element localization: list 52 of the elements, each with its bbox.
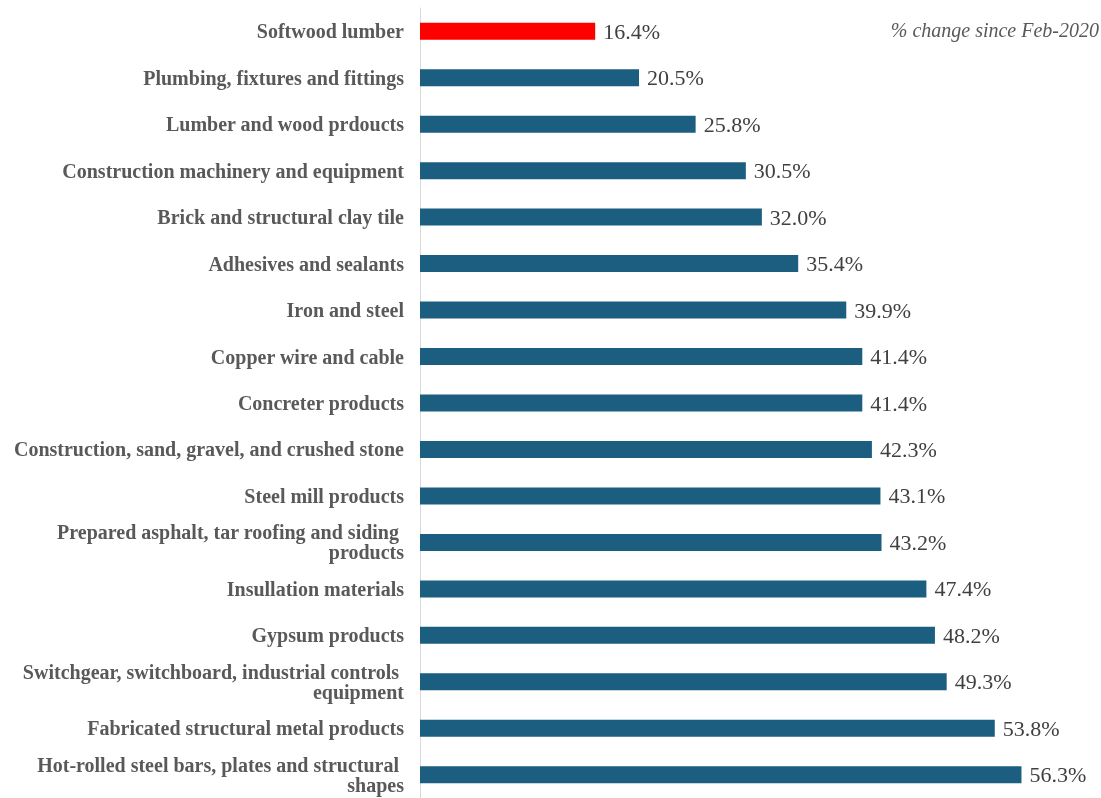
y-tick-label: Fabricated structural metal products (87, 717, 405, 741)
bar (420, 162, 746, 180)
bar (420, 673, 947, 691)
bar (420, 719, 995, 737)
y-tick-label: Adhesives and sealants (208, 252, 405, 275)
bar (420, 533, 882, 551)
y-tick-label: Construction, sand, gravel, and crushed stone (13, 438, 405, 462)
bar (420, 69, 640, 87)
y-tick-label: Lumber and wood prdoucts (165, 113, 405, 137)
y-tick-label: Iron and steel (286, 299, 405, 322)
data-label: 43.2% (889, 529, 947, 555)
bar (420, 348, 863, 366)
bar (420, 301, 847, 319)
y-tick-label: Insullation materials (226, 577, 405, 600)
data-label: 41.4% (870, 390, 928, 416)
bar (420, 115, 696, 133)
bar (420, 255, 799, 273)
data-label: 42.3% (879, 436, 937, 462)
bar (420, 208, 762, 226)
y-tick-label: Softwood lumber (256, 20, 405, 43)
y-tick-label: Plumbing, fixtures and fittings (143, 66, 405, 90)
bar (420, 766, 1022, 784)
data-label: 39.9% (854, 297, 912, 323)
data-label: 48.2% (942, 622, 1000, 648)
bar (420, 394, 863, 412)
data-label: 16.4% (603, 18, 661, 44)
bar (420, 487, 881, 505)
data-label: 30.5% (753, 158, 811, 184)
data-label: 49.3% (954, 669, 1012, 695)
data-label: 43.1% (888, 483, 946, 509)
data-label: 20.5% (647, 65, 704, 91)
bar (420, 22, 596, 40)
bar (420, 440, 872, 458)
y-tick-label: Prepared asphalt, tar roofing and siding products (57, 521, 405, 565)
y-tick-label: Gypsum products (251, 624, 405, 648)
y-tick-label: Hot-rolled steel bars, plates and structural shapes (37, 753, 405, 797)
y-tick-label: Switchgear, switchboard, industrial controls equipment (22, 660, 405, 704)
text: % change since Feb-2020 (890, 19, 1099, 42)
data-label: 32.0% (769, 204, 827, 230)
y-tick-label: Construction machinery and equipment (62, 159, 405, 183)
bar (420, 580, 927, 598)
y-tick-label: Steel mill products (244, 484, 405, 508)
bar (420, 626, 935, 644)
data-label: 25.8% (703, 111, 761, 137)
data-label: 35.4% (806, 251, 864, 277)
y-tick-label: Copper wire and cable (210, 345, 405, 369)
y-tick-label: Brick and structural clay tile (157, 206, 405, 230)
data-label: 56.3% (1029, 762, 1087, 788)
y-tick-label: Concreter products (237, 392, 405, 415)
data-label: 41.4% (870, 344, 928, 370)
data-label: 53.8% (1002, 715, 1060, 741)
data-label: 47.4% (934, 576, 992, 602)
